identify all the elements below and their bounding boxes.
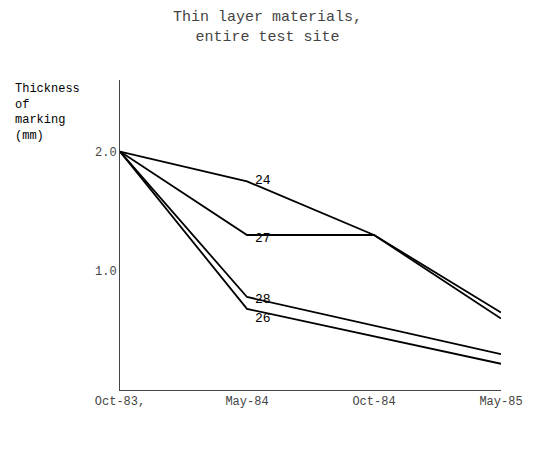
svg-text:28: 28 <box>255 292 271 307</box>
svg-text:27: 27 <box>255 231 271 246</box>
svg-text:1.0: 1.0 <box>95 265 117 279</box>
svg-text:26: 26 <box>255 311 271 326</box>
svg-text:2.0: 2.0 <box>95 146 117 160</box>
svg-text:24: 24 <box>255 173 271 188</box>
svg-text:Thicknessofmarking(mm): Thicknessofmarking(mm) <box>15 82 80 143</box>
svg-text:May-84: May-84 <box>225 395 268 409</box>
svg-text:Oct-84: Oct-84 <box>352 395 395 409</box>
svg-text:May-85: May-85 <box>479 395 522 409</box>
svg-text:Thin layer materials,entire te: Thin layer materials,entire test site <box>173 9 362 46</box>
svg-text:Oct-83,: Oct-83, <box>95 395 145 409</box>
